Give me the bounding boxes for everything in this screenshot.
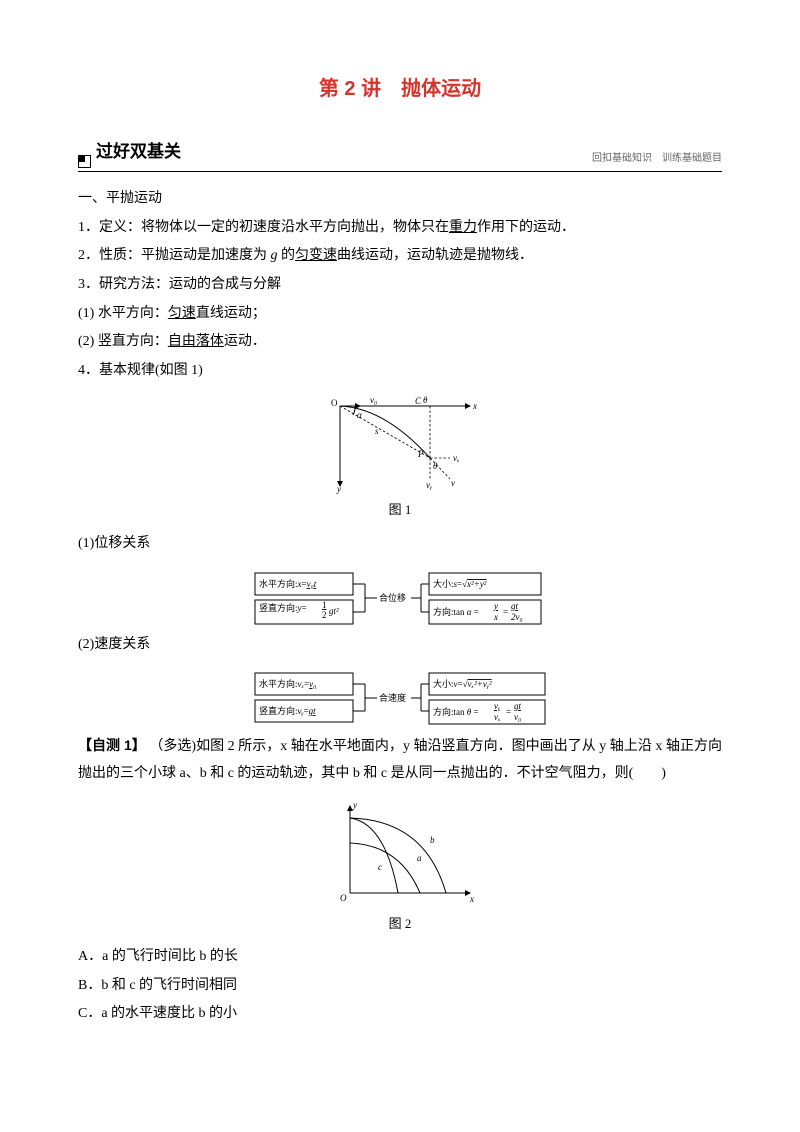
svg-text:b: b — [430, 835, 435, 845]
svg-text:v₀: v₀ — [514, 712, 521, 722]
svg-text:水平方向:vₓ=v₀: 水平方向:vₓ=v₀ — [259, 678, 316, 689]
svg-text:方向:tan θ =: 方向:tan θ = — [433, 706, 479, 717]
section-icon — [78, 155, 91, 168]
svg-text:y: y — [336, 484, 341, 494]
para-3-2: (2) 竖直方向：自由落体运动． — [78, 329, 722, 356]
svg-text:v₀: v₀ — [370, 395, 377, 405]
svg-text:gt: gt — [514, 701, 522, 711]
svg-text:c: c — [378, 862, 382, 872]
svg-text:大小:s=√x²+y²: 大小:s=√x²+y² — [433, 578, 487, 589]
heading-1: 一、平抛运动 — [78, 186, 722, 213]
question-1: 【自测 1】 （多选)如图 2 所示，x 轴在水平地面内，y 轴沿竖直方向．图中… — [78, 732, 722, 787]
svg-text:a: a — [417, 853, 422, 863]
svg-text:2v₀: 2v₀ — [511, 612, 523, 622]
svg-text:y: y — [493, 601, 498, 611]
svg-text:x: x — [472, 401, 477, 411]
svg-text:O: O — [340, 893, 347, 903]
option-b: B．b 和 c 的飞行时间相同 — [78, 973, 722, 1000]
svg-text:s: s — [375, 426, 379, 436]
svg-text:y: y — [352, 800, 357, 810]
svg-text:gt: gt — [511, 601, 519, 611]
para-3-1: (1) 水平方向：匀速直线运动； — [78, 301, 722, 328]
svg-text:θ: θ — [433, 461, 438, 471]
section-name: 过好双基关 — [96, 136, 181, 168]
relation-1: (1)位移关系 — [78, 531, 722, 558]
section-subtitle: 回扣基础知识 训练基础题目 — [592, 149, 722, 168]
svg-text:大小:v=√vₓ²+vᵧ²: 大小:v=√vₓ²+vᵧ² — [433, 678, 492, 689]
svg-text:合位移: 合位移 — [379, 592, 406, 603]
svg-text:P: P — [417, 449, 424, 459]
svg-text:α: α — [357, 410, 362, 420]
svg-text:x: x — [469, 894, 474, 904]
svg-text:合速度: 合速度 — [379, 692, 406, 703]
figure-4: O x y b a c — [78, 798, 722, 908]
option-a: A．a 的飞行时间比 b 的长 — [78, 944, 722, 971]
svg-text:竖直方向:y=: 竖直方向:y= — [259, 602, 307, 613]
svg-text:gt²: gt² — [329, 606, 339, 616]
svg-text:vₓ: vₓ — [494, 712, 501, 722]
svg-text:2: 2 — [322, 610, 327, 620]
para-1: 1．定义：将物体以一定的初速度沿水平方向抛出，物体只在重力作用下的运动． — [78, 215, 722, 242]
svg-text:v: v — [451, 478, 455, 488]
svg-text:x: x — [493, 612, 498, 622]
caption-2: 图 2 — [78, 912, 722, 937]
svg-text:竖直方向:vᵧ=gt: 竖直方向:vᵧ=gt — [259, 705, 316, 716]
svg-text:C: C — [415, 396, 422, 406]
para-3: 3．研究方法：运动的合成与分解 — [78, 272, 722, 299]
svg-text:1: 1 — [322, 600, 327, 610]
page-title: 第 2 讲 抛体运动 — [78, 70, 722, 108]
section-header: 过好双基关 回扣基础知识 训练基础题目 — [78, 136, 722, 172]
para-2: 2．性质：平抛运动是加速度为 g 的匀变速曲线运动，运动轨迹是抛物线． — [78, 243, 722, 270]
svg-text:O: O — [331, 398, 338, 408]
figure-2: 水平方向:x=v₀t 竖直方向:y= 1 2 gt² 合位移 大小:s=√x²+… — [78, 568, 722, 630]
para-4: 4．基本规律(如图 1) — [78, 358, 722, 385]
option-c: C．a 的水平速度比 b 的小 — [78, 1001, 722, 1028]
svg-text:=: = — [506, 707, 511, 717]
figure-3: 水平方向:vₓ=v₀ 竖直方向:vᵧ=gt 合速度 大小:v=√vₓ²+vᵧ² … — [78, 668, 722, 730]
svg-text:方向:tan α =: 方向:tan α = — [433, 606, 479, 617]
svg-text:vᵧ: vᵧ — [426, 480, 432, 490]
svg-text:=: = — [503, 607, 508, 617]
svg-text:vᵧ: vᵧ — [494, 701, 500, 711]
figure-1: Ox y v₀ C α θ s P θ vₓ vᵧ v — [78, 394, 722, 494]
svg-text:水平方向:x=v₀t: 水平方向:x=v₀t — [259, 578, 317, 589]
svg-text:vₓ: vₓ — [453, 453, 460, 463]
relation-2: (2)速度关系 — [78, 632, 722, 659]
svg-text:θ: θ — [423, 395, 428, 405]
caption-1: 图 1 — [78, 498, 722, 523]
